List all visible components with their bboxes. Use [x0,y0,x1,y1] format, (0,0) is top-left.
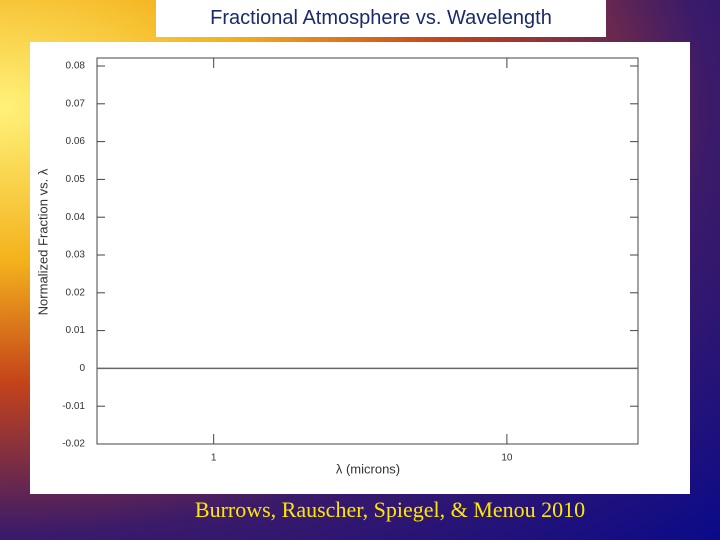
chart-panel [30,42,690,494]
y-tick-label: -0.02 [62,439,85,450]
slide-footer: Burrows, Rauscher, Spiegel, & Menou 2010 [194,497,586,522]
x-axis-label: λ (microns) [336,461,400,476]
y-tick-label: 0 [79,363,85,374]
y-tick-label: 0.06 [66,136,86,147]
x-tick-label: 10 [501,453,513,464]
y-axis-label: Normalized Fraction vs. λ [35,168,50,315]
y-tick-label: -0.01 [62,401,85,412]
slide-title: Fractional Atmosphere vs. Wavelength [156,0,606,37]
y-tick-label: 0.07 [66,98,86,109]
y-tick-label: 0.08 [66,61,86,72]
y-tick-label: 0.05 [66,174,86,185]
plot-frame [96,57,639,445]
chart: λ (microns) Normalized Fraction vs. λ 0.… [30,42,690,494]
y-tick-label: 0.02 [66,287,86,298]
x-tick-label: 1 [211,453,217,464]
y-tick-label: 0.01 [66,325,86,336]
y-tick-label: 0.03 [66,250,86,261]
y-tick-label: 0.04 [66,212,86,223]
